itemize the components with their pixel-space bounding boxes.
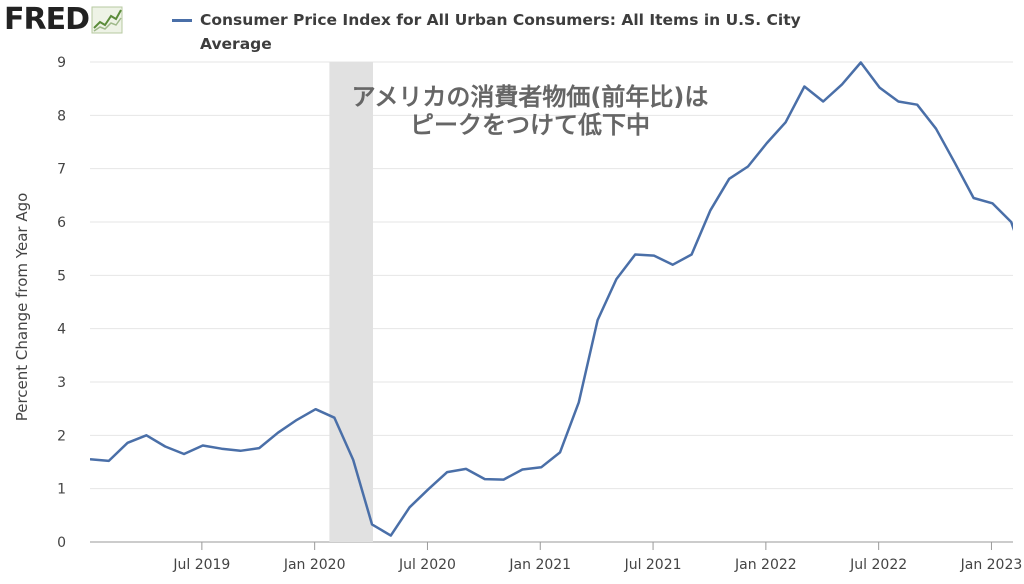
- x-tick-label: Jan 2021: [508, 557, 571, 573]
- y-tick-label: 1: [57, 482, 66, 498]
- gridlines: [90, 61, 1013, 543]
- y-tick-label: 5: [57, 268, 66, 284]
- line-graph-icon: [91, 6, 123, 34]
- y-axis-ticks: 0 1 2 3 4 5 6 7 8 9: [57, 55, 66, 551]
- y-tick-label: 9: [57, 55, 66, 71]
- x-tick-label: Jul 2022: [849, 557, 907, 573]
- y-tick-label: 2: [57, 428, 66, 444]
- x-tick-label: Jan 2023: [960, 557, 1023, 573]
- y-tick-label: 4: [57, 322, 66, 338]
- x-tick-label: Jan 2022: [734, 557, 797, 573]
- annotation-line: ピークをつけて低下中: [410, 111, 650, 139]
- annotation-line: アメリカの消費者物価(前年比)は: [352, 83, 709, 111]
- x-tick-label: Jul 2020: [398, 557, 456, 573]
- y-tick-label: 6: [57, 215, 66, 231]
- chart-header: FRED Consumer Price Index for All Urban …: [0, 0, 1024, 60]
- recession-shading: [329, 62, 373, 542]
- x-tick-label: Jul 2021: [624, 557, 682, 573]
- y-tick-label: 8: [57, 108, 66, 124]
- series-layer: [89, 61, 1013, 537]
- recession-bar: [329, 62, 373, 542]
- x-axis-ticks: Jul 2019 Jan 2020 Jul 2020 Jan 2021 Jul 2021…: [172, 542, 1022, 573]
- y-axis-label: Percent Change from Year Ago: [13, 193, 31, 422]
- x-tick-label: Jan 2020: [283, 557, 346, 573]
- x-tick-label: Jul 2019: [172, 557, 230, 573]
- y-tick-label: 0: [57, 535, 66, 551]
- fred-logo[interactable]: FRED: [4, 0, 123, 40]
- legend-label: Consumer Price Index for All Urban Consu…: [200, 11, 801, 53]
- legend-swatch: [172, 19, 192, 22]
- logo-text: FRED: [4, 2, 90, 37]
- y-tick-label: 3: [57, 375, 66, 391]
- y-tick-label: 7: [57, 162, 66, 178]
